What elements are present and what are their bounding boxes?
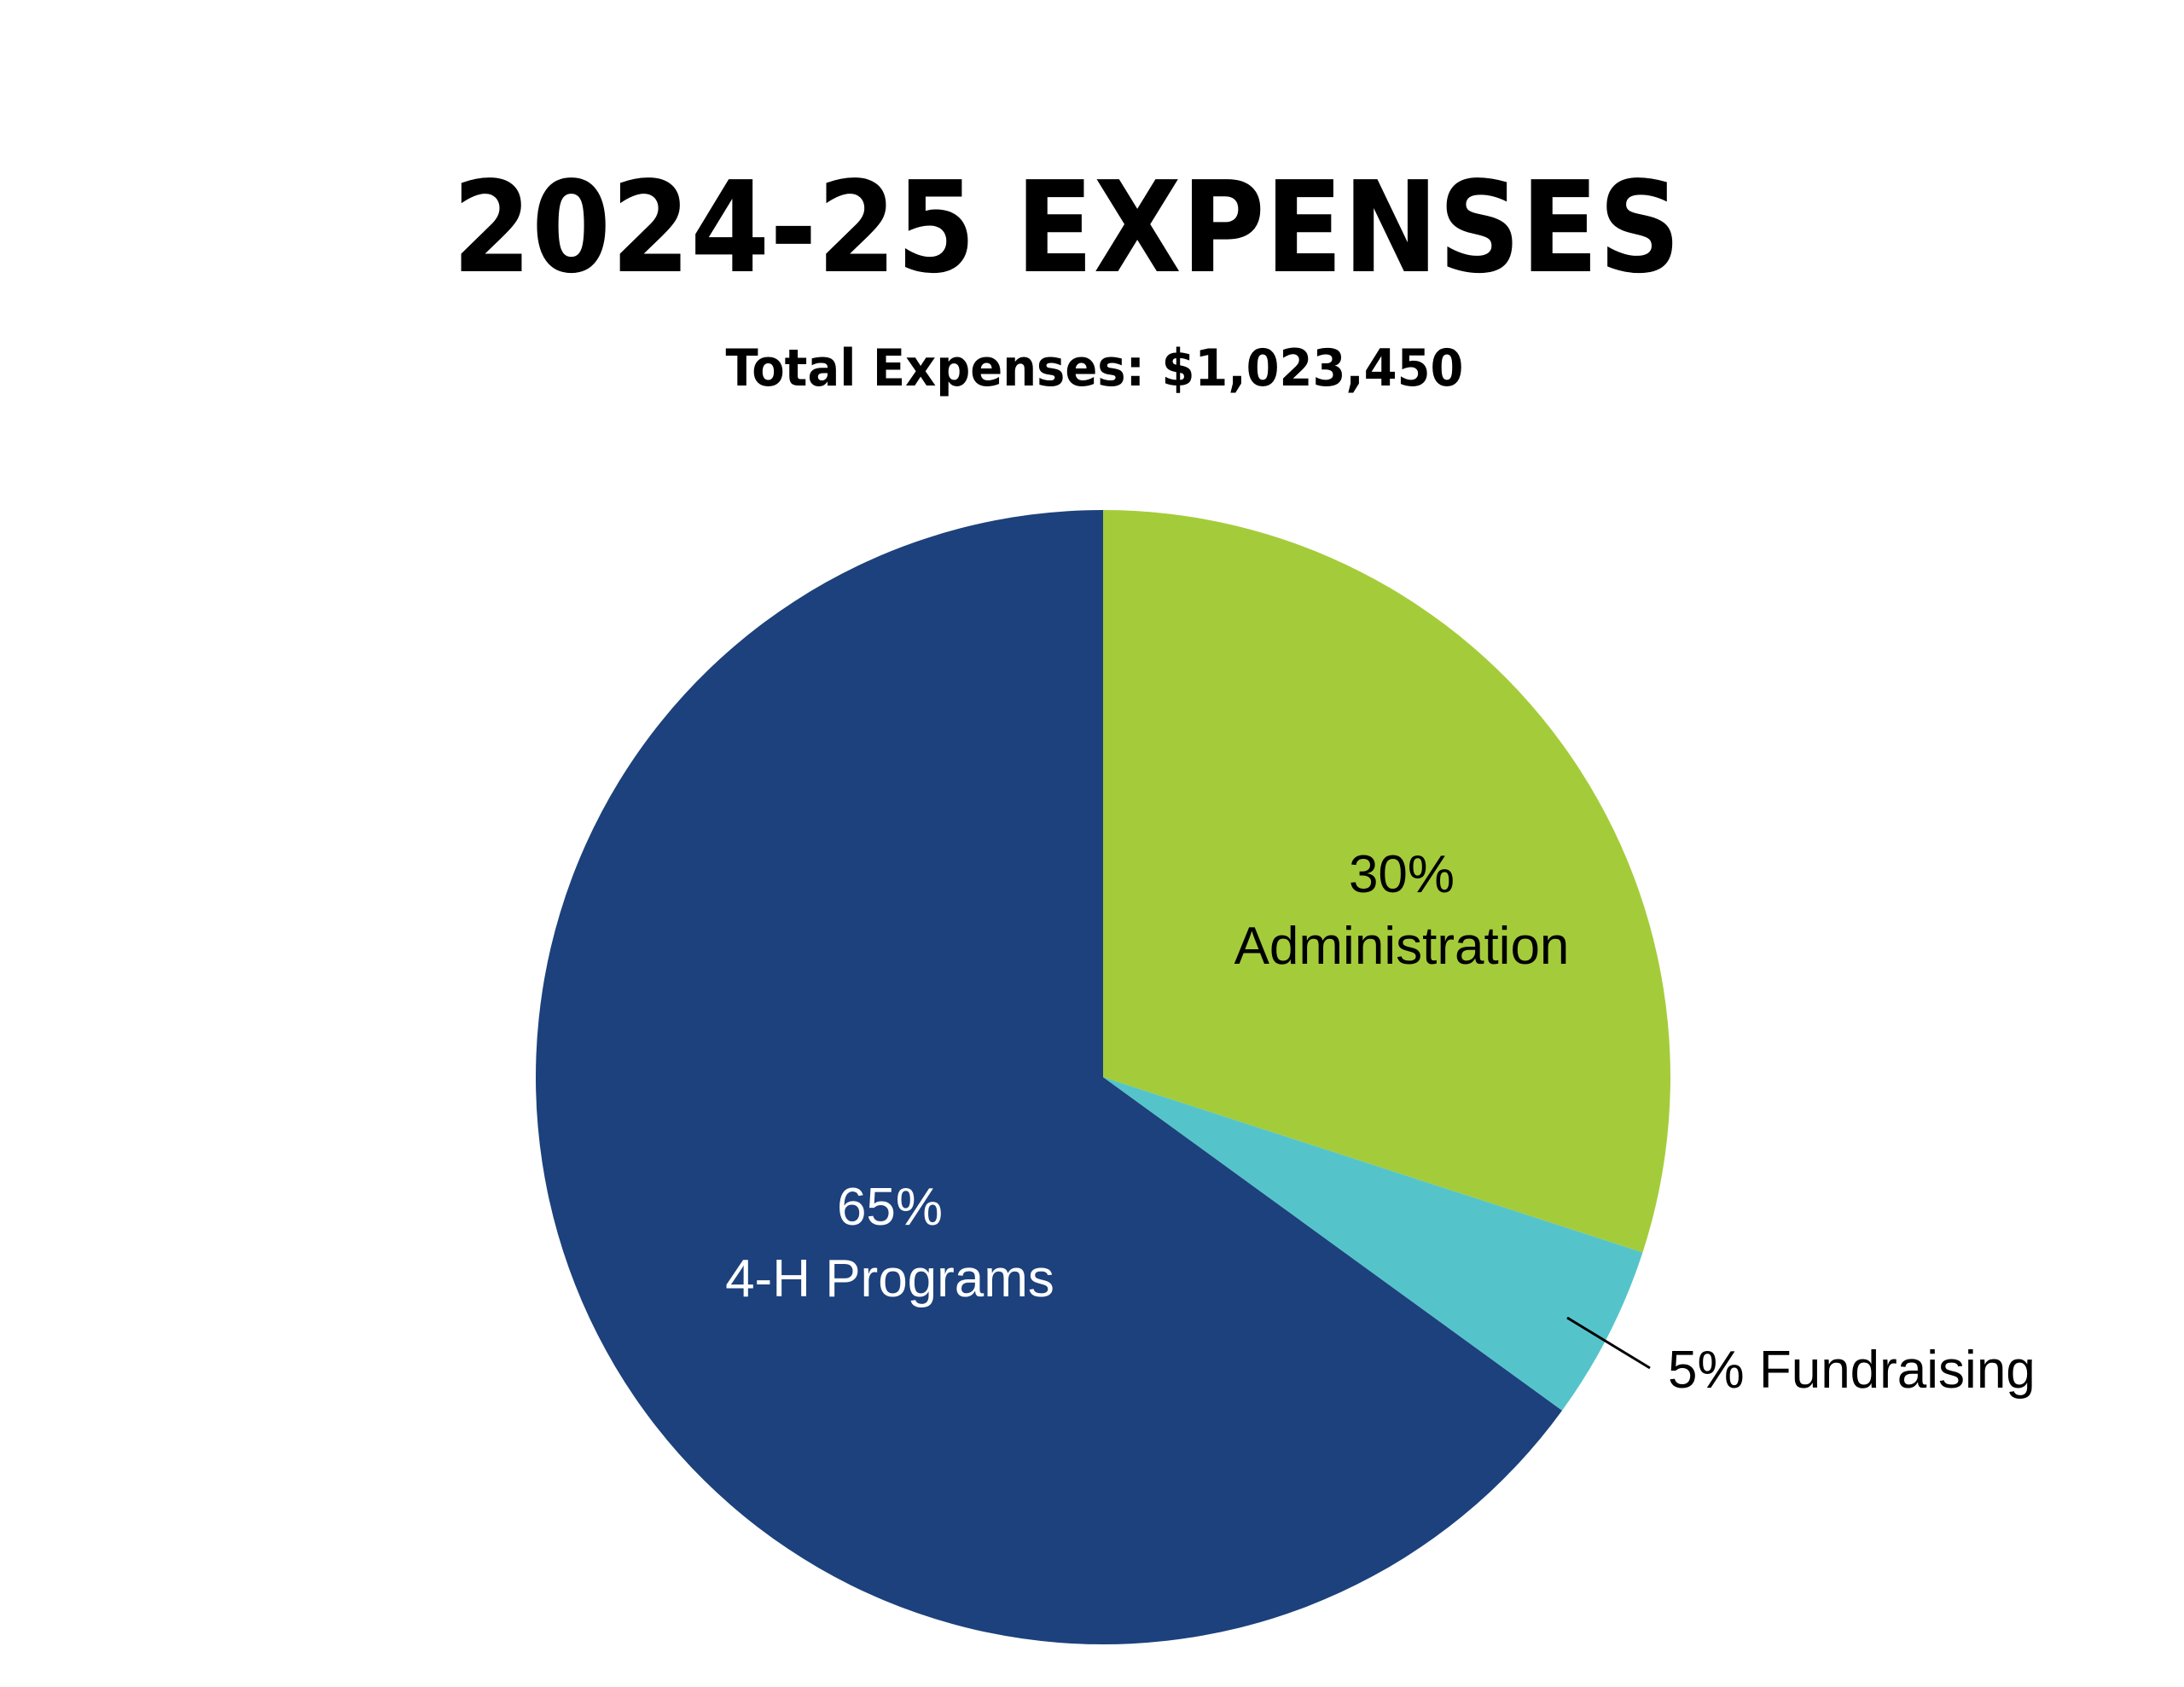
pie-slices bbox=[536, 510, 1670, 1644]
slice-label-programs-name: 4-H Programs bbox=[725, 1249, 1054, 1308]
pie-slice-fundraising bbox=[1103, 1077, 1643, 1411]
slice-label-fundraising: 5% Fundraising bbox=[1668, 1341, 2036, 1400]
slice-label-programs-percent: 65% bbox=[837, 1178, 943, 1237]
slice-label-administration-name: Administration bbox=[1234, 917, 1570, 976]
chart-subtitle: Total Expenses: $1,023,450 bbox=[726, 339, 1464, 398]
pie-slice-4-h-programs bbox=[536, 510, 1563, 1644]
chart-title: 2024-25 EXPENSES bbox=[452, 154, 1681, 301]
fundraising-leader-line bbox=[1566, 1316, 1651, 1370]
slice-label-administration-percent: 30% bbox=[1349, 845, 1455, 904]
pie-slice-administration bbox=[1103, 510, 1670, 1253]
